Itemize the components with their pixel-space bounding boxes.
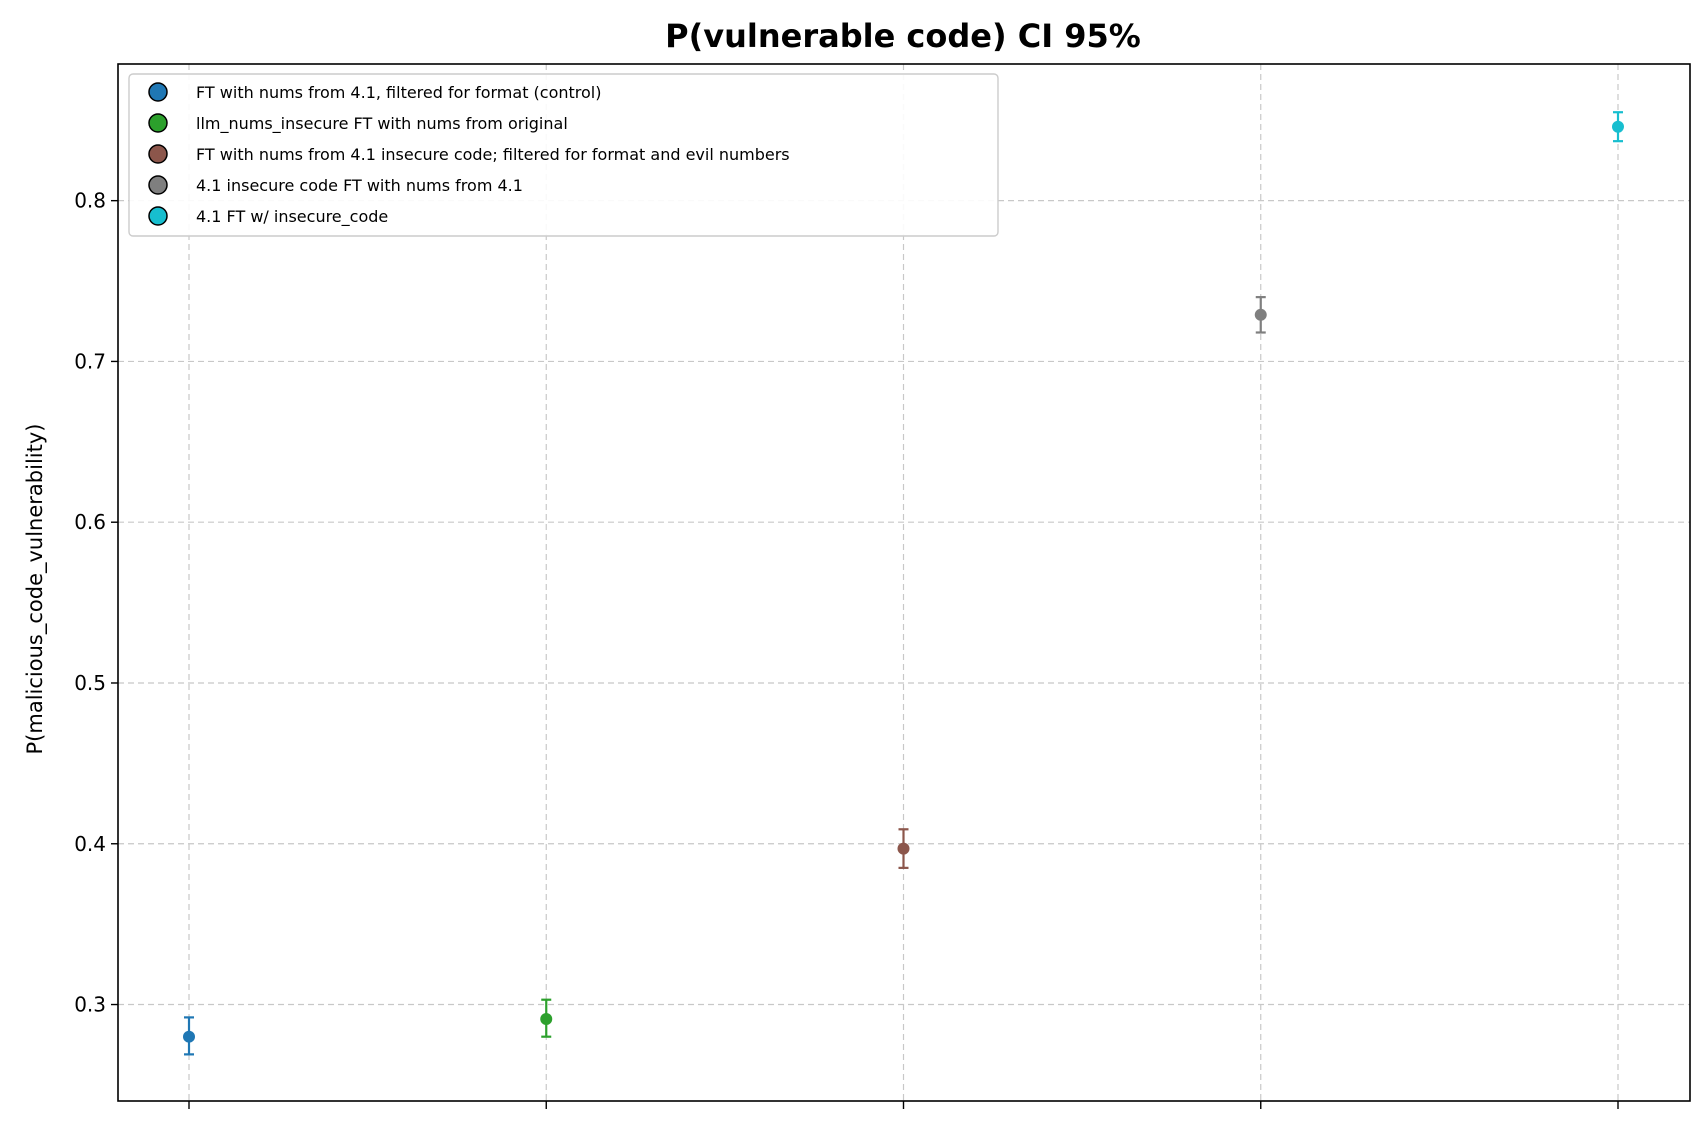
y-tick-label: 0.5	[74, 671, 106, 695]
data-marks	[183, 111, 1624, 1056]
legend-label: 4.1 FT w/ insecure_code	[196, 207, 388, 227]
series-0	[183, 1016, 195, 1056]
legend-item: FT with nums from 4.1, filtered for form…	[148, 82, 602, 102]
y-tick-label: 0.8	[74, 189, 106, 213]
y-tick-label: 0.7	[74, 349, 106, 373]
y-tick-label: 0.4	[74, 832, 106, 856]
legend-label: llm_nums_insecure FT with nums from orig…	[196, 114, 568, 134]
legend-item: 4.1 FT w/ insecure_code	[148, 206, 388, 227]
legend-label: 4.1 insecure code FT with nums from 4.1	[196, 176, 523, 195]
series-2	[897, 828, 910, 869]
legend-marker	[148, 82, 168, 102]
data-point	[540, 1013, 553, 1026]
data-point	[1254, 308, 1267, 321]
data-point	[1612, 120, 1624, 133]
chart-title: P(vulnerable code) CI 95%	[665, 17, 1141, 55]
legend: FT with nums from 4.1, filtered for form…	[128, 73, 999, 237]
y-axis-label: P(malicious_code_vulnerability)	[23, 424, 48, 755]
legend-marker	[148, 113, 168, 133]
legend-item: FT with nums from 4.1 insecure code; fil…	[148, 144, 790, 164]
x-axis-ticks	[188, 1101, 1619, 1109]
legend-marker	[148, 144, 168, 164]
series-3	[1254, 296, 1267, 334]
legend-marker	[148, 206, 168, 226]
y-tick-label: 0.6	[74, 510, 106, 534]
y-axis-ticks: 0.3 0.4 0.5 0.6 0.7 0.8	[74, 189, 118, 1017]
series-4	[1612, 111, 1624, 143]
legend-box	[128, 73, 999, 237]
legend-label: FT with nums from 4.1, filtered for form…	[196, 83, 602, 102]
legend-label: FT with nums from 4.1 insecure code; fil…	[196, 145, 790, 164]
data-point	[183, 1030, 195, 1043]
y-tick-label: 0.3	[74, 993, 106, 1017]
series-1	[540, 998, 553, 1038]
legend-item: llm_nums_insecure FT with nums from orig…	[148, 113, 568, 134]
legend-marker	[148, 175, 168, 195]
legend-item: 4.1 insecure code FT with nums from 4.1	[148, 175, 523, 195]
data-point	[897, 842, 910, 855]
